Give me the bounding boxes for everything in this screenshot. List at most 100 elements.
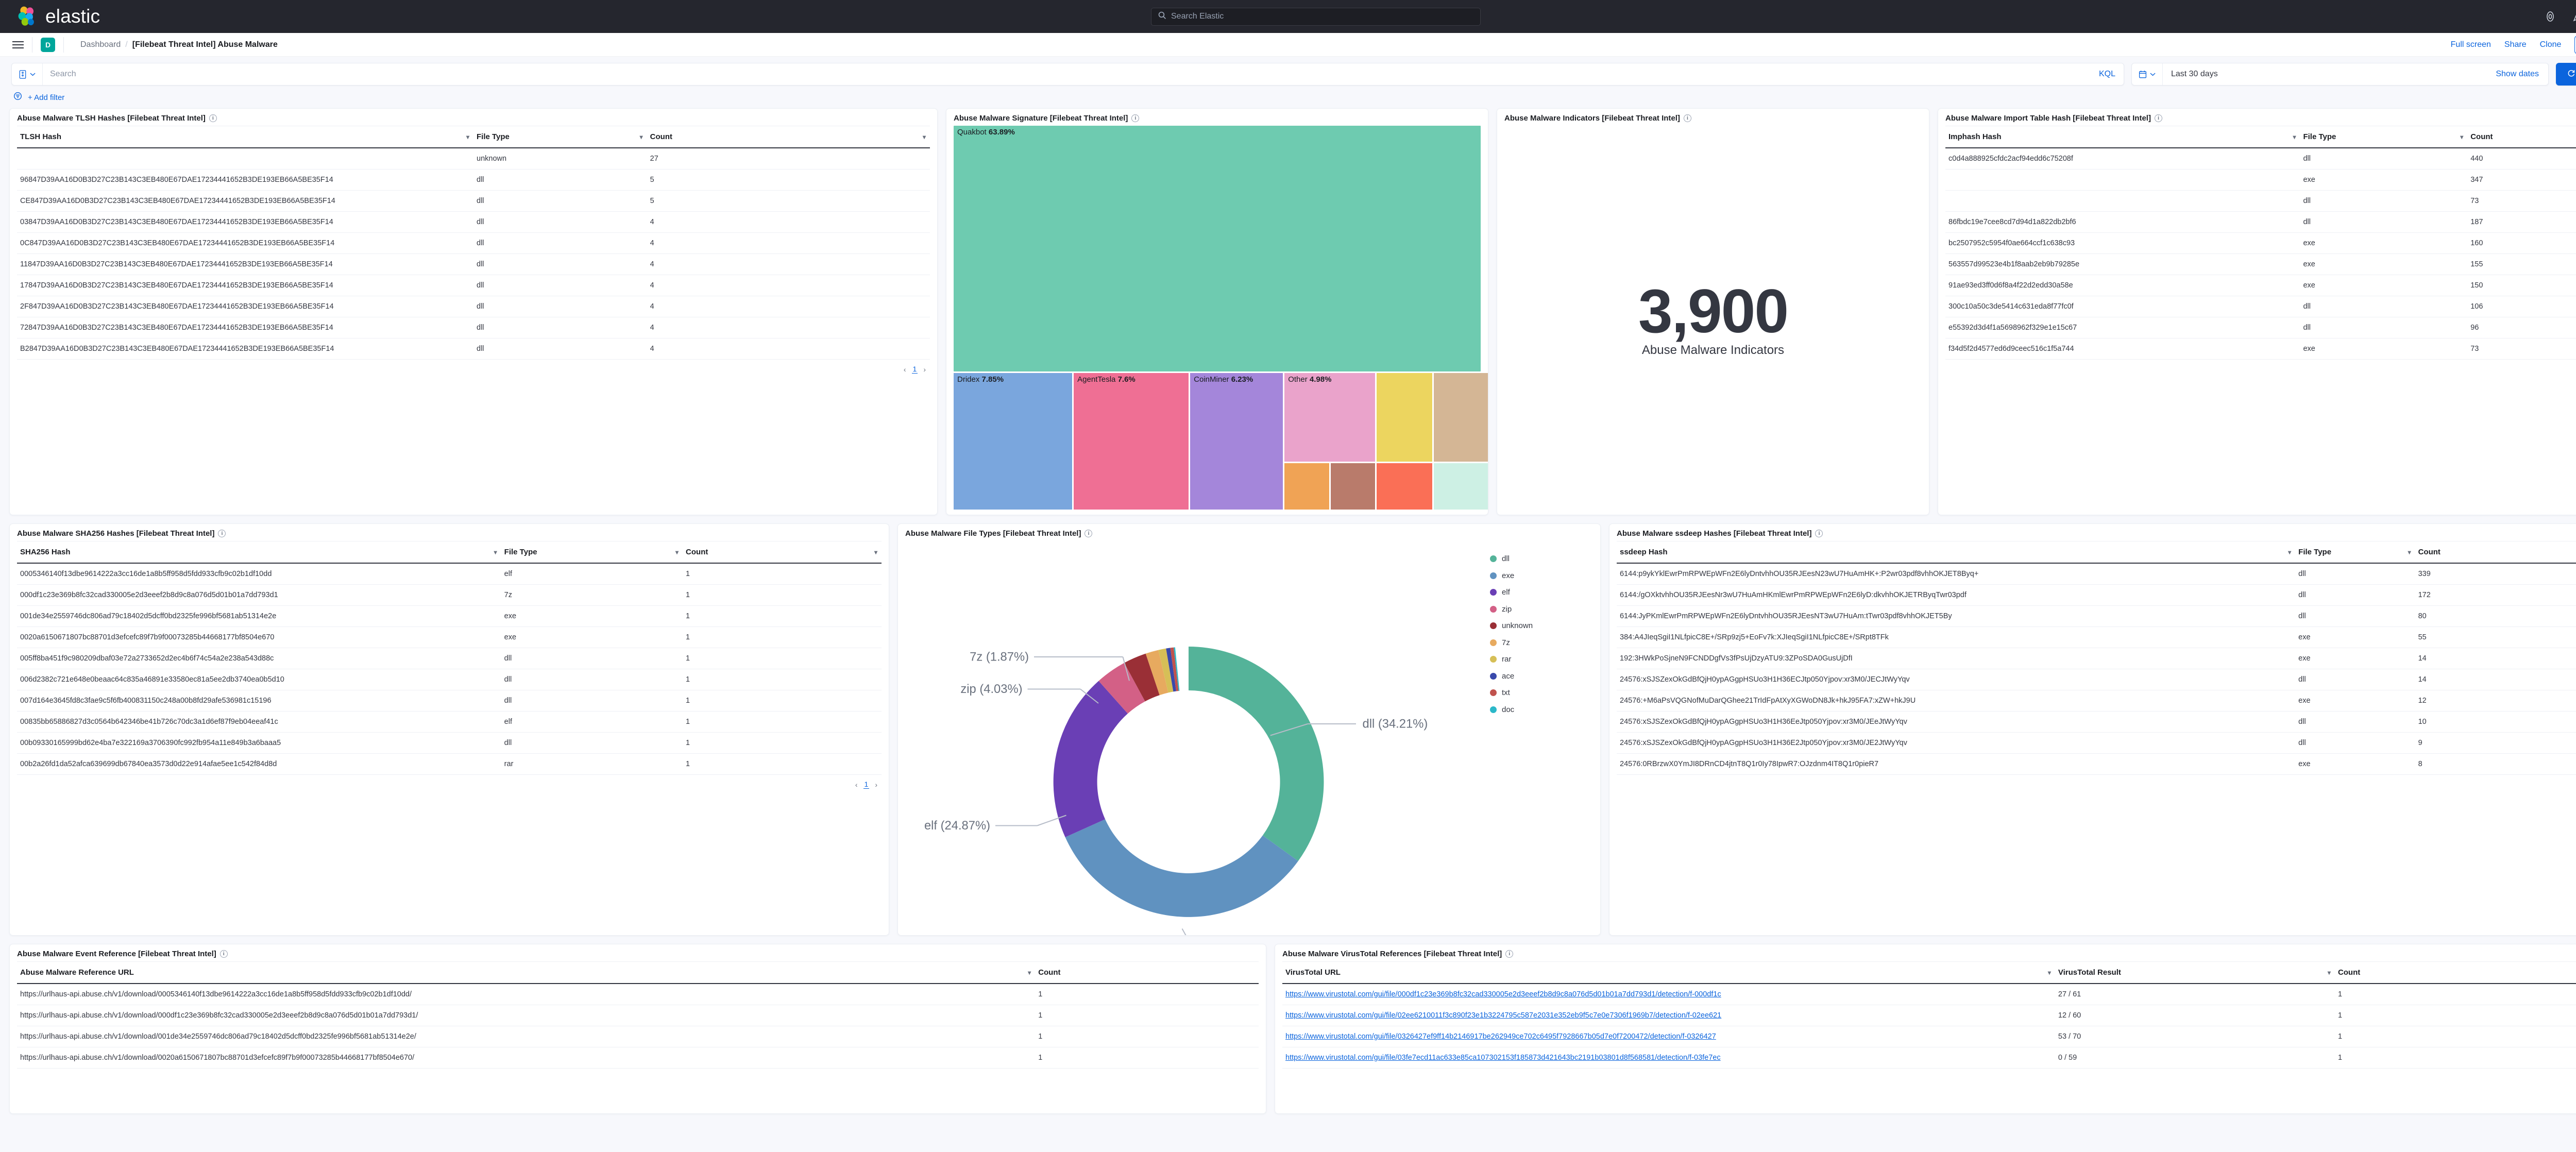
refresh-button[interactable]: Refresh [2555, 63, 2576, 86]
column-header-ssdeep-hash[interactable]: ssdeep Hash ▾ [1617, 541, 2296, 564]
info-icon[interactable]: i [209, 114, 217, 122]
panel-title: Abuse Malware VirusTotal References [Fil… [1275, 944, 2576, 961]
full-screen-button[interactable]: Full screen [2450, 40, 2491, 49]
legend-item-doc[interactable]: doc [1490, 705, 1593, 714]
donut-canvas[interactable]: dll (34.21%) exe (29.65%) elf (24.87%) z… [905, 541, 1485, 935]
legend-item-rar[interactable]: rar [1490, 655, 1593, 664]
table-row: 192:3HWkPoSjneN9FCNDDgfVs3fPsUjDzyATU9:3… [1617, 648, 2576, 669]
column-header-file-type[interactable]: File Type ▾ [2295, 541, 2415, 564]
table-cell: 53 / 70 [2055, 1026, 2335, 1047]
treemap-cell-agenttesla[interactable]: AgentTesla 7.6% [1074, 372, 1189, 510]
dataset-selector[interactable] [12, 70, 42, 79]
table-cell-link[interactable]: https://www.virustotal.com/gui/file/03fe… [1282, 1047, 2055, 1069]
panel-file-types: Abuse Malware File Types [Filebeat Threa… [897, 523, 1601, 936]
column-header-tlsh-hash[interactable]: TLSH Hash ▾ [17, 126, 473, 148]
show-dates-button[interactable]: Show dates [2496, 70, 2539, 78]
treemap-cell-unlabeled-1[interactable] [1377, 372, 1432, 462]
share-button[interactable]: Share [2504, 40, 2527, 49]
pagination-next[interactable]: › [875, 780, 877, 789]
table-cell-link[interactable]: https://www.virustotal.com/gui/file/000d… [1282, 984, 2055, 1005]
column-header-file-type[interactable]: File Type ▾ [501, 541, 683, 564]
treemap-cell-unlabeled-6[interactable] [1433, 463, 1488, 510]
info-icon[interactable]: i [1131, 114, 1140, 122]
date-range-value[interactable]: Last 30 days [2171, 70, 2218, 78]
column-header-file-type[interactable]: File Type ▾ [2300, 126, 2468, 148]
refresh-icon [2567, 69, 2575, 80]
sha256-pagination[interactable]: ‹ 1 › [17, 775, 882, 791]
info-icon[interactable]: i [1815, 530, 1823, 537]
pagination-next[interactable]: › [923, 365, 926, 374]
search-input[interactable] [43, 70, 2091, 79]
pagination-page-1[interactable]: 1 [911, 365, 918, 374]
table-cell: dll [2300, 190, 2468, 212]
help-icon[interactable] [2544, 10, 2557, 23]
breadcrumb-parent[interactable]: Dashboard [80, 40, 121, 49]
column-header-count[interactable]: Count▾ [2467, 126, 2576, 148]
info-icon[interactable]: i [219, 950, 228, 958]
column-header-sha256-hash[interactable]: SHA256 Hash ▾ [17, 541, 501, 564]
search-bar[interactable]: KQL [11, 63, 2124, 86]
panel-title-text: Abuse Malware SHA256 Hashes [Filebeat Th… [17, 529, 215, 538]
treemap-cell-other[interactable]: Other 4.98% [1284, 372, 1376, 462]
date-picker[interactable]: Last 30 days Show dates [2131, 63, 2549, 86]
filter-icon[interactable] [13, 92, 22, 103]
treemap-cell-quakbot[interactable]: Quakbot 63.89% [954, 126, 1481, 371]
column-header-reference-url[interactable]: Abuse Malware Reference URL ▾ [17, 961, 1036, 984]
column-header-count[interactable]: Count [1035, 961, 1259, 984]
calendar-icon[interactable] [2132, 70, 2162, 79]
donut-callout-zip: zip (4.03%) [960, 682, 1022, 696]
info-icon[interactable]: i [218, 530, 226, 537]
treemap-cell-unlabeled-4[interactable] [1330, 463, 1376, 510]
treemap-cell-dridex[interactable]: Dridex 7.85% [954, 372, 1073, 510]
ssdeep-pagination[interactable]: ‹1› [1617, 775, 2576, 791]
column-header-count[interactable]: Count▾ [647, 126, 930, 148]
table-cell: 1 [683, 690, 882, 711]
table-cell: 0020a6150671807bc88701d3efcefc89f7b9f000… [17, 626, 501, 648]
column-header-virustotal-result[interactable]: VirusTotal Result ▾ [2055, 961, 2335, 984]
table-cell: 10 [2415, 711, 2576, 733]
column-header-count[interactable]: Count▾ [683, 541, 882, 564]
add-filter-button[interactable]: + Add filter [28, 93, 65, 102]
table-cell: dll [473, 190, 647, 212]
info-icon[interactable]: i [1084, 530, 1093, 537]
legend-item-txt[interactable]: txt [1490, 688, 1593, 697]
treemap-cell-unlabeled-5[interactable] [1377, 463, 1432, 510]
imphash-pagination[interactable]: ‹12› [1945, 360, 2576, 376]
info-icon[interactable]: i [1683, 114, 1691, 122]
sort-caret-icon: ▾ [874, 548, 877, 556]
elastic-logo[interactable]: elastic [15, 5, 100, 28]
news-icon[interactable] [2571, 10, 2576, 23]
legend-item-exe[interactable]: exe [1490, 571, 1593, 580]
pagination-prev[interactable]: ‹ [903, 365, 906, 374]
menu-icon[interactable] [12, 41, 24, 48]
table-cell-link[interactable]: https://www.virustotal.com/gui/file/0326… [1282, 1026, 2055, 1047]
legend-item-zip[interactable]: zip [1490, 605, 1593, 614]
global-search-bar[interactable]: Search Elastic [1151, 7, 1481, 26]
info-icon[interactable]: i [2154, 114, 2162, 122]
treemap-cell-coinminer[interactable]: CoinMiner 6.23% [1190, 372, 1283, 510]
global-search-placeholder: Search Elastic [1171, 12, 1224, 21]
column-header-file-type[interactable]: File Type ▾ [473, 126, 647, 148]
clone-button[interactable]: Clone [2539, 40, 2562, 49]
column-header-count[interactable]: Count▾ [2415, 541, 2576, 564]
tlsh-pagination[interactable]: ‹ 1 › [17, 360, 930, 376]
legend-item-7z[interactable]: 7z [1490, 638, 1593, 647]
column-header-imphash-hash[interactable]: Imphash Hash ▾ [1945, 126, 2300, 148]
legend-item-unknown[interactable]: unknown [1490, 621, 1593, 630]
legend-item-ace[interactable]: ace [1490, 672, 1593, 681]
treemap-cell-unlabeled-3[interactable] [1284, 463, 1329, 510]
column-header-virustotal-url[interactable]: VirusTotal URL ▾ [1282, 961, 2055, 984]
pagination-prev[interactable]: ‹ [855, 780, 858, 789]
table-row: 03847D39AA16D0B3D27C23B143C3EB480E67DAE1… [17, 211, 930, 233]
info-icon[interactable]: i [1505, 950, 1514, 958]
treemap-cell-unlabeled-2[interactable] [1433, 372, 1488, 462]
query-language-button[interactable]: KQL [2098, 70, 2115, 78]
table-cell-link[interactable]: https://www.virustotal.com/gui/file/02ee… [1282, 1005, 2055, 1026]
edit-button[interactable]: Edit [2574, 35, 2576, 54]
column-header-count[interactable]: Count▾ [2334, 961, 2576, 984]
legend-item-elf[interactable]: elf [1490, 588, 1593, 597]
legend-item-dll[interactable]: dll [1490, 554, 1593, 563]
pagination-page-1[interactable]: 1 [863, 780, 870, 789]
table-cell: 160 [2467, 232, 2576, 254]
dashboard-app-badge[interactable]: D [41, 37, 55, 52]
